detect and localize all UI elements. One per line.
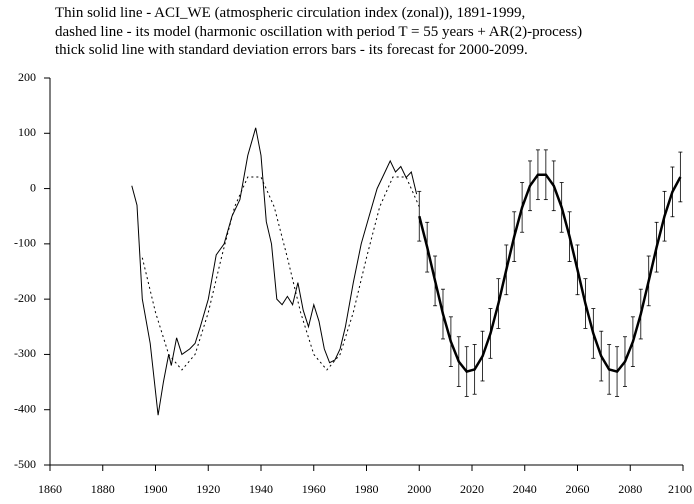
error-bar xyxy=(638,288,643,340)
chart-title: Thin solid line - ACI_WE (atmospheric ci… xyxy=(55,5,525,21)
chart-title: dashed line - its model (harmonic oscill… xyxy=(55,24,582,40)
error-bar xyxy=(646,255,651,307)
y-tick-label: -200 xyxy=(14,291,36,305)
error-bar xyxy=(622,336,627,387)
x-tick-label: 2080 xyxy=(618,482,642,496)
x-tick-label: 2040 xyxy=(513,482,537,496)
y-tick-label: -500 xyxy=(14,457,36,471)
x-tick-label: 2060 xyxy=(566,482,590,496)
y-tick-label: -100 xyxy=(14,236,36,250)
error-bar xyxy=(496,278,501,329)
error-bar xyxy=(559,182,564,233)
error-bar xyxy=(440,288,445,340)
error-bar xyxy=(599,330,604,382)
x-tick-label: 1940 xyxy=(249,482,273,496)
x-tick-label: 1960 xyxy=(302,482,326,496)
error-bar xyxy=(520,182,525,233)
series-line xyxy=(418,173,682,374)
error-bar xyxy=(678,151,683,203)
x-tick-label: 1860 xyxy=(38,482,62,496)
series-line xyxy=(131,127,418,416)
error-bar xyxy=(654,221,659,273)
error-bar xyxy=(630,316,635,367)
error-bar xyxy=(480,330,485,382)
error-bar xyxy=(615,346,620,397)
y-tick-label: -400 xyxy=(14,401,36,415)
error-bar xyxy=(670,166,675,218)
chart-title: thick solid line with standard deviation… xyxy=(55,42,528,58)
error-bar xyxy=(591,308,596,359)
x-tick-label: 1900 xyxy=(144,482,168,496)
error-bar xyxy=(425,221,430,273)
y-tick-label: -300 xyxy=(14,346,36,360)
error-bar xyxy=(456,336,461,387)
x-tick-label: 1920 xyxy=(196,482,220,496)
series-line xyxy=(141,176,420,371)
x-tick-label: 1880 xyxy=(91,482,115,496)
x-tick-label: 2000 xyxy=(407,482,431,496)
error-bar xyxy=(583,278,588,329)
y-tick-label: 200 xyxy=(18,70,36,84)
error-bar xyxy=(662,190,667,242)
error-bar xyxy=(417,190,422,242)
error-bar xyxy=(551,160,556,212)
x-tick-label: 2100 xyxy=(668,482,692,496)
error-bar xyxy=(512,211,517,262)
error-bar xyxy=(543,149,548,201)
error-bar xyxy=(472,344,477,395)
error-bar xyxy=(607,344,612,395)
error-bar xyxy=(433,255,438,307)
error-bar xyxy=(575,244,580,296)
error-bar xyxy=(528,160,533,212)
x-tick-label: 2020 xyxy=(460,482,484,496)
error-bar xyxy=(488,308,493,359)
error-bar xyxy=(464,346,469,397)
x-tick-label: 1980 xyxy=(355,482,379,496)
y-tick-label: 0 xyxy=(30,180,36,194)
y-tick-label: 100 xyxy=(18,125,36,139)
error-bar xyxy=(535,149,540,201)
error-bar xyxy=(448,316,453,367)
error-bar xyxy=(504,244,509,296)
error-bar xyxy=(567,211,572,262)
